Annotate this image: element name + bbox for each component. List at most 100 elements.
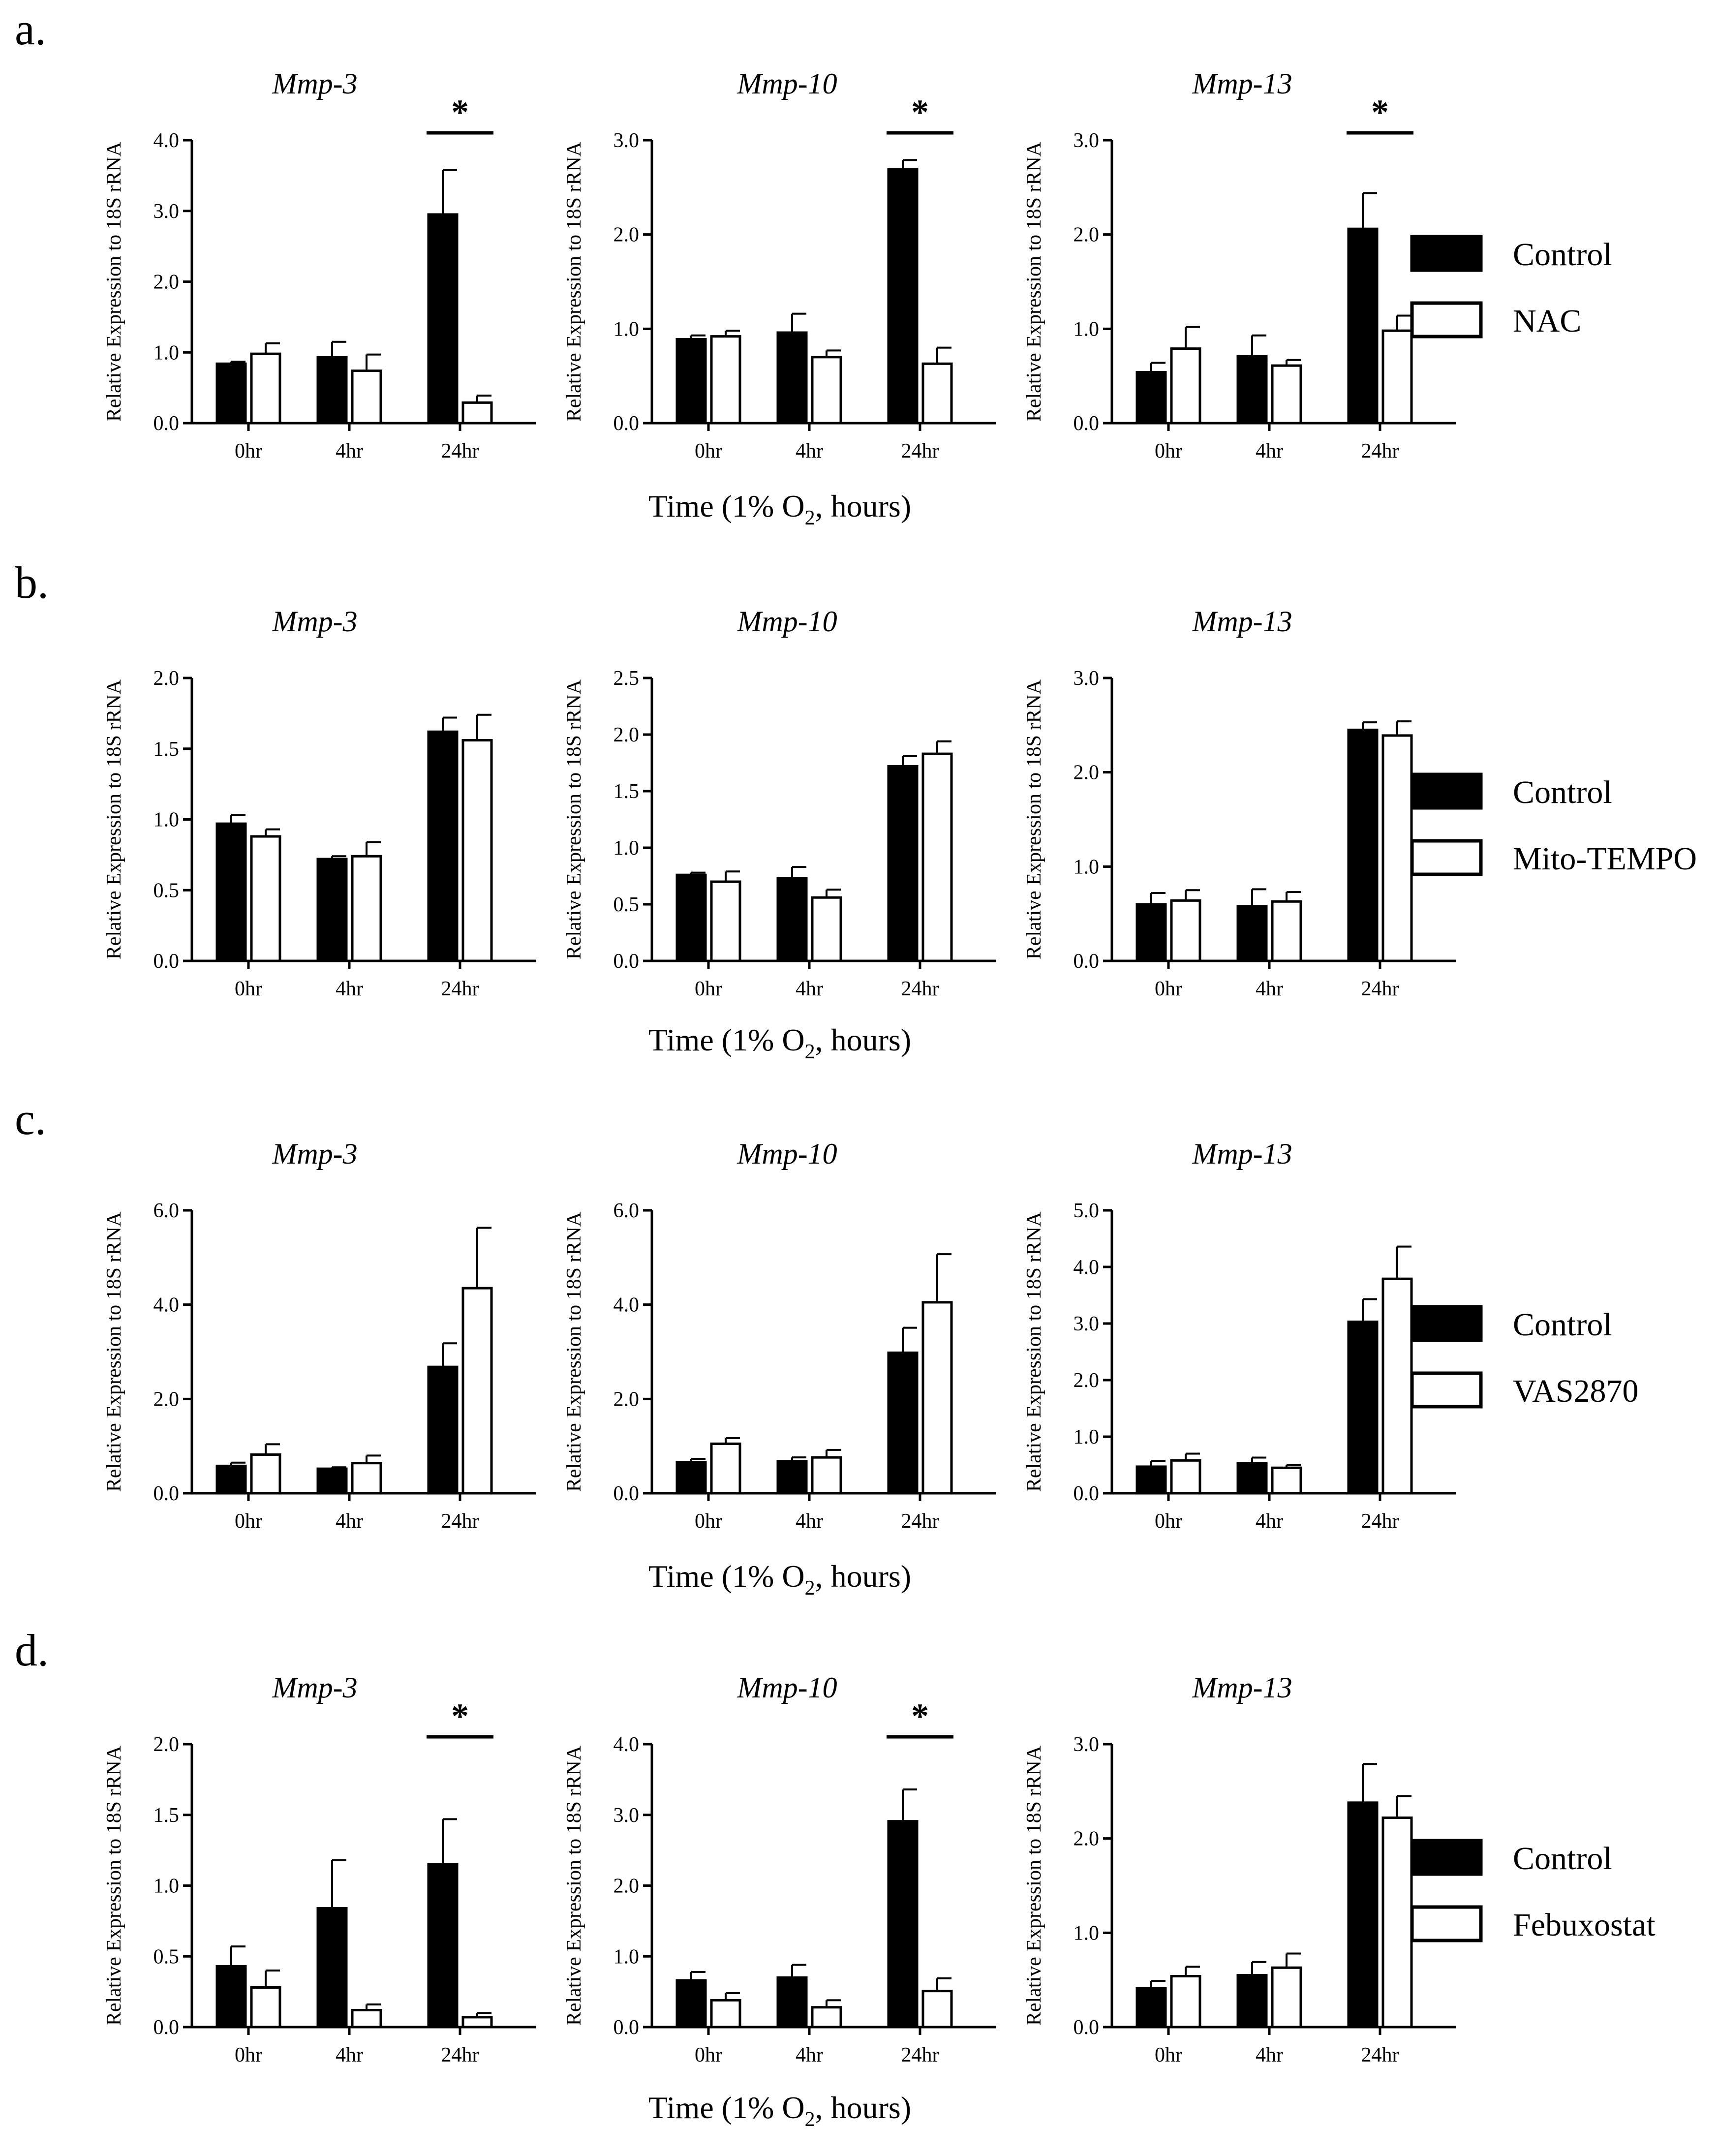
bar-control-4hr xyxy=(776,331,808,425)
legend-swatch-control xyxy=(1410,235,1483,272)
bar-treatment-0hr xyxy=(1170,1975,1201,2029)
chart-title: Mmp-10 xyxy=(736,605,837,638)
bar-control-0hr xyxy=(215,1464,247,1495)
y-axis-label: Relative Expression to 18S rRNA xyxy=(1023,1211,1045,1492)
bar-control-0hr xyxy=(1135,1465,1167,1495)
bar-control-4hr xyxy=(316,858,348,962)
y-tick-label: 1.0 xyxy=(614,318,640,340)
x-tick-label: 4hr xyxy=(796,2044,823,2066)
bar-treatment-4hr xyxy=(811,1456,842,1495)
y-axis-label: Relative Expression to 18S rRNA xyxy=(563,141,585,422)
panel-c: c. Mmp-3 Relative Expression to 18S rRNA 0.… xyxy=(15,1094,1639,1600)
y-tick-label: 1.5 xyxy=(614,780,640,803)
y-tick-label: 1.5 xyxy=(153,1804,180,1827)
bar-treatment-4hr xyxy=(1271,1966,1302,2029)
y-tick-label: 2.0 xyxy=(614,1388,640,1411)
chart-title: Mmp-10 xyxy=(736,1671,837,1704)
x-tick-label: 24hr xyxy=(441,440,479,462)
y-tick-label: 3.0 xyxy=(614,1804,640,1827)
legend-label: Control xyxy=(1513,1841,1612,1877)
legend-label: Control xyxy=(1513,774,1612,810)
y-axis-label: Relative Expression to 18S rRNA xyxy=(1023,141,1045,422)
y-tick-label: 1.0 xyxy=(1074,318,1100,340)
chart-mmp-3: Mmp-3 Relative Expression to 18S rRNA 0.0 0… xyxy=(103,605,536,1000)
bar-control-24hr xyxy=(1347,1321,1379,1495)
bar-control-24hr xyxy=(1347,728,1379,962)
y-tick-label: 1.0 xyxy=(153,341,180,364)
bar-treatment-24hr xyxy=(461,2016,493,2029)
y-tick-label: 1.0 xyxy=(153,1875,180,1898)
x-tick-label: 0hr xyxy=(695,2044,722,2066)
bar-treatment-0hr xyxy=(250,1453,281,1495)
bar-treatment-24hr xyxy=(1381,1817,1413,2029)
chart-title: Mmp-3 xyxy=(272,67,357,100)
legend-label: Control xyxy=(1513,237,1612,273)
legend: Control NAC xyxy=(1410,235,1612,339)
bar-control-24hr xyxy=(887,1820,919,2029)
x-tick-label: 0hr xyxy=(695,1510,722,1533)
y-axis-label: Relative Expression to 18S rRNA xyxy=(103,679,125,959)
bar-treatment-24hr xyxy=(921,752,953,962)
bar-control-4hr xyxy=(776,877,808,962)
x-tick-label: 24hr xyxy=(1361,440,1399,462)
bar-treatment-4hr xyxy=(811,896,842,962)
chart-title: Mmp-13 xyxy=(1192,605,1292,638)
y-axis-label: Relative Expression to 18S rRNA xyxy=(1023,1745,1045,2026)
bar-treatment-0hr xyxy=(1170,899,1201,962)
legend-swatch-treatment xyxy=(1410,301,1483,339)
x-tick-label: 0hr xyxy=(235,978,262,1000)
y-tick-label: 2.0 xyxy=(1074,762,1100,784)
x-tick-label: 0hr xyxy=(235,440,262,462)
panel-label: a. xyxy=(15,4,46,54)
y-tick-label: 0.5 xyxy=(153,879,180,902)
y-axis-label: Relative Expression to 18S rRNA xyxy=(103,141,125,422)
y-tick-label: 0.5 xyxy=(614,893,640,916)
x-tick-label: 24hr xyxy=(901,440,939,462)
time-axis-label: Time (1% O2, hours) xyxy=(648,1022,911,1063)
y-tick-label: 1.0 xyxy=(614,1945,640,1968)
y-tick-label: 4.0 xyxy=(614,1733,640,1756)
x-tick-label: 4hr xyxy=(1256,1510,1283,1533)
y-tick-label: 3.0 xyxy=(1074,1733,1100,1756)
bar-control-0hr xyxy=(215,1965,247,2029)
y-tick-label: 0.5 xyxy=(153,1945,180,1968)
y-tick-label: 0.0 xyxy=(153,412,180,435)
bar-treatment-4hr xyxy=(1271,364,1302,425)
bar-treatment-0hr xyxy=(250,352,281,425)
y-tick-label: 3.0 xyxy=(1074,667,1100,690)
panel-label: d. xyxy=(15,1625,49,1675)
x-tick-label: 0hr xyxy=(695,978,722,1000)
bar-treatment-24hr xyxy=(921,1301,953,1495)
time-axis-label: Time (1% O2, hours) xyxy=(648,1559,911,1600)
panel-b: b. Mmp-3 Relative Expression to 18S rRNA 0.… xyxy=(15,557,1697,1063)
chart-title: Mmp-3 xyxy=(272,605,357,638)
legend-swatch-treatment xyxy=(1410,1371,1483,1409)
bar-treatment-4hr xyxy=(351,370,382,425)
y-tick-label: 0.0 xyxy=(1074,2016,1100,2039)
y-tick-label: 2.0 xyxy=(153,1733,180,1756)
y-tick-label: 0.0 xyxy=(153,2016,180,2039)
bar-control-0hr xyxy=(1135,1987,1167,2029)
chart-title: Mmp-3 xyxy=(272,1138,357,1170)
bar-treatment-0hr xyxy=(710,880,741,962)
bar-treatment-24hr xyxy=(1381,1277,1413,1495)
bar-treatment-24hr xyxy=(461,1287,493,1495)
y-tick-label: 1.0 xyxy=(1074,1922,1100,1944)
legend-swatch-control xyxy=(1410,772,1483,810)
time-axis-label: Time (1% O2, hours) xyxy=(648,489,911,529)
y-tick-label: 2.0 xyxy=(614,224,640,246)
bar-treatment-4hr xyxy=(811,356,842,425)
bar-treatment-0hr xyxy=(710,335,741,425)
panel-label: c. xyxy=(15,1094,46,1144)
bar-control-0hr xyxy=(1135,371,1167,425)
chart-mmp-10: Mmp-10 Relative Expression to 18S rRNA 0.0… xyxy=(563,1138,996,1533)
bar-treatment-4hr xyxy=(811,2006,842,2029)
bar-treatment-4hr xyxy=(1271,1466,1302,1495)
bar-treatment-24hr xyxy=(461,739,493,962)
bar-treatment-24hr xyxy=(1381,734,1413,962)
legend-swatch-control xyxy=(1410,1839,1483,1876)
bar-control-24hr xyxy=(887,168,919,425)
bar-control-4hr xyxy=(776,1460,808,1495)
y-tick-label: 3.0 xyxy=(1074,1313,1100,1335)
y-axis-label: Relative Expression to 18S rRNA xyxy=(1023,679,1045,959)
